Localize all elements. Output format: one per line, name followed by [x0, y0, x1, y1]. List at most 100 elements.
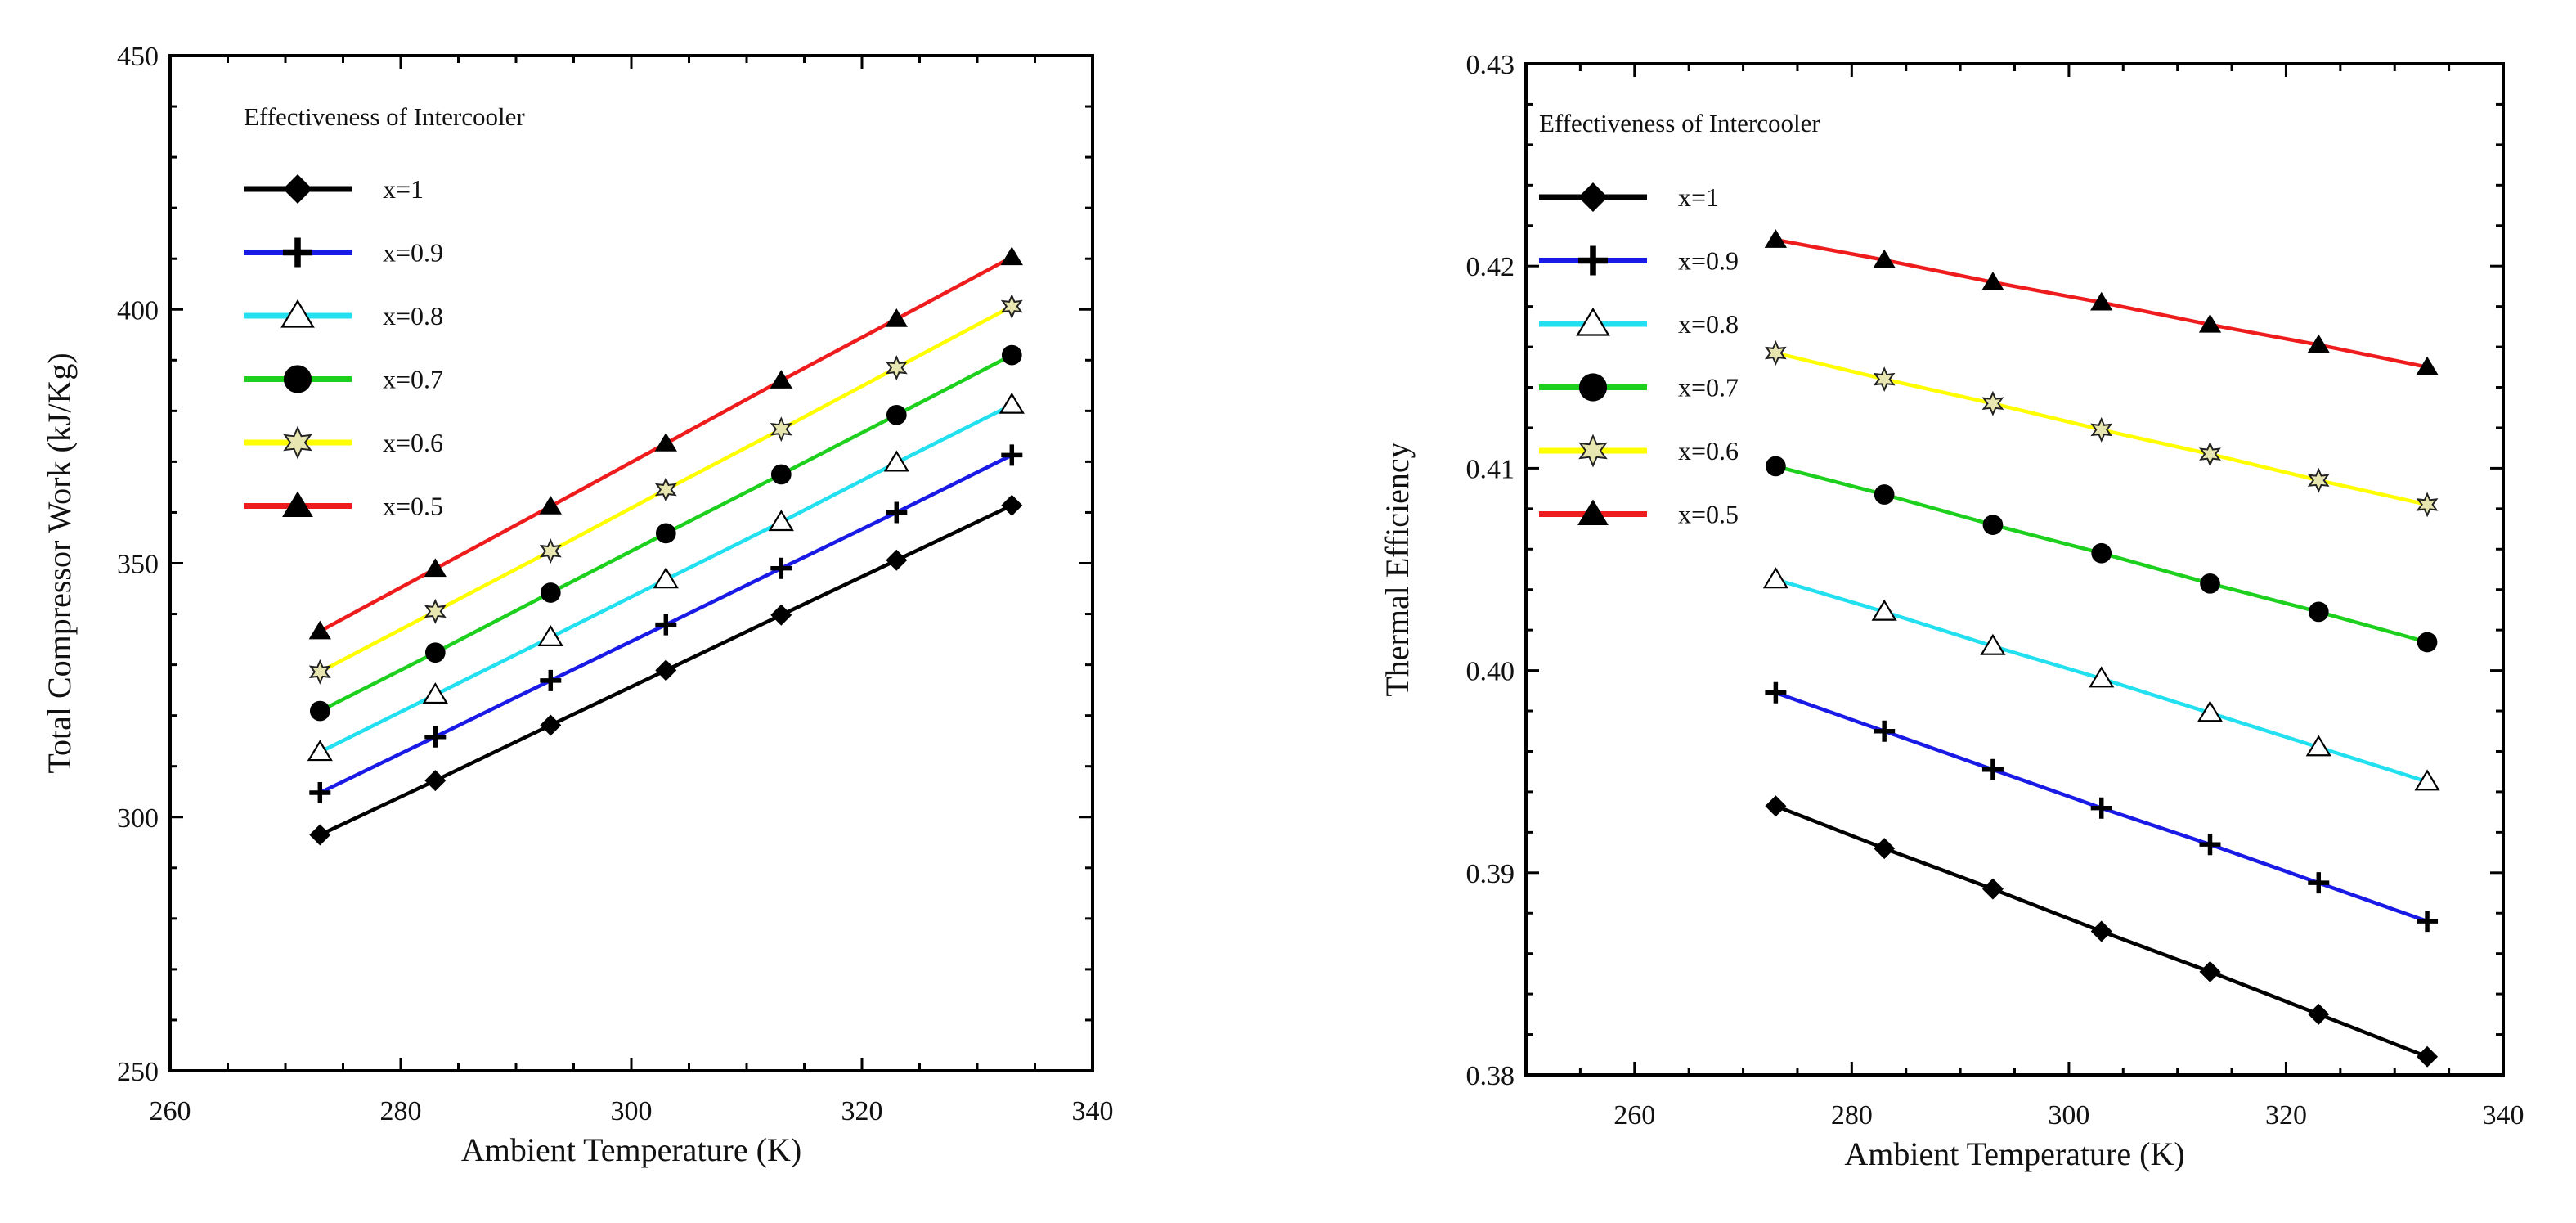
legend-marker	[1578, 245, 1608, 276]
series-x=1	[309, 494, 1023, 846]
x-tick-label: 280	[380, 1096, 422, 1126]
legend-marker	[283, 365, 312, 393]
data-point	[2090, 291, 2113, 311]
legend-entry: x=0.7	[1539, 373, 1739, 402]
data-point	[1001, 344, 1022, 366]
data-point	[1874, 484, 1895, 505]
data-point	[1764, 340, 1787, 366]
legend-marker	[283, 174, 312, 204]
y-tick-label: 0.41	[1466, 454, 1515, 484]
data-point	[1981, 878, 2004, 900]
legend-title: Effectiveness of Intercooler	[1539, 109, 1820, 137]
legend: Effectiveness of Intercooler x=1 x=0.9 x=0.…	[1539, 109, 1820, 529]
data-point	[2416, 356, 2439, 375]
data-point	[2414, 769, 2440, 791]
series-x=0.5	[308, 246, 1023, 640]
data-point	[1981, 758, 2004, 780]
data-point	[422, 682, 448, 704]
data-point	[1762, 567, 1788, 589]
y-tick-label: 0.40	[1466, 657, 1515, 687]
x-tick-label: 300	[2048, 1100, 2089, 1131]
data-point	[655, 614, 677, 636]
data-point	[1766, 456, 1786, 477]
data-point	[886, 549, 908, 571]
legend-marker	[1576, 307, 1610, 336]
data-point	[883, 450, 909, 472]
legend-label: x=1	[1678, 182, 1719, 212]
x-tick-label: 260	[150, 1096, 191, 1126]
series-x=0.8	[1762, 567, 2440, 791]
data-point	[770, 604, 792, 626]
y-tick-label: 0.43	[1466, 50, 1515, 80]
legend-marker	[283, 237, 312, 268]
data-point	[886, 404, 907, 425]
x-tick-label: 300	[611, 1096, 653, 1126]
legend-entry: x=0.9	[244, 237, 443, 268]
x-tick-label: 340	[1072, 1096, 1114, 1126]
legend-entry: x=0.5	[244, 491, 443, 521]
x-tick-label: 340	[2483, 1100, 2524, 1131]
data-point	[1001, 494, 1023, 516]
legend-label: x=0.6	[1678, 436, 1739, 465]
series-x=0.6	[1764, 340, 2439, 518]
series-x=0.9	[1765, 681, 2439, 933]
data-point	[1764, 229, 1788, 248]
data-point	[539, 496, 562, 515]
data-point	[2091, 542, 2112, 564]
data-point	[2308, 872, 2330, 894]
data-point	[770, 557, 792, 579]
series-x=0.5	[1764, 229, 2439, 375]
plot-frame	[1524, 62, 2505, 1077]
series-x=0.9	[309, 444, 1023, 803]
data-point	[1000, 294, 1023, 319]
legend-marker	[1578, 373, 1608, 402]
data-point	[655, 523, 676, 544]
data-point	[2197, 700, 2224, 722]
data-point	[655, 659, 677, 681]
legend-marker	[1578, 182, 1608, 212]
x-axis-title: Ambient Temperature (K)	[1844, 1135, 2184, 1172]
y-tick-label: 450	[117, 42, 159, 72]
data-point	[768, 510, 794, 532]
legend-marker	[282, 491, 313, 517]
data-point	[424, 558, 447, 578]
series-x=1	[1765, 795, 2439, 1068]
legend-entry: x=0.8	[1539, 307, 1739, 339]
data-point	[1981, 271, 2004, 290]
legend: Effectiveness of Intercooler x=1 x=0.9 x=0.…	[244, 102, 525, 521]
data-point	[1871, 599, 1897, 621]
legend-entry: x=0.6	[244, 425, 443, 460]
y-tick-label: 300	[117, 803, 159, 834]
data-point	[886, 501, 908, 524]
data-point	[2090, 920, 2112, 942]
data-point	[309, 700, 330, 722]
legend-entry: x=1	[244, 174, 424, 204]
data-point	[2090, 416, 2113, 443]
legend-entry: x=0.9	[1539, 245, 1739, 276]
data-point	[1980, 633, 2006, 655]
data-point	[770, 464, 792, 485]
data-point	[1873, 249, 1896, 268]
legend-label: x=0.7	[383, 365, 443, 394]
y-axis-title: Total Compressor Work (kJ/Kg)	[41, 353, 78, 773]
data-point	[1000, 246, 1023, 266]
data-point	[309, 824, 331, 846]
data-point	[424, 726, 447, 748]
data-point	[885, 355, 908, 381]
data-point	[2417, 632, 2438, 653]
data-point	[1874, 720, 1896, 742]
data-point	[2417, 911, 2439, 933]
data-point	[654, 433, 677, 452]
data-point	[2307, 334, 2330, 353]
data-point	[2199, 960, 2221, 982]
data-point	[2198, 313, 2222, 333]
legend-label: x=0.7	[1678, 373, 1739, 402]
data-point	[2199, 834, 2221, 856]
x-tick-label: 260	[1613, 1100, 1655, 1131]
legend-entry: x=0.6	[1539, 434, 1739, 468]
data-point	[1001, 444, 1023, 466]
data-point	[540, 582, 561, 603]
legend-marker	[1578, 434, 1608, 468]
data-point	[424, 642, 446, 663]
